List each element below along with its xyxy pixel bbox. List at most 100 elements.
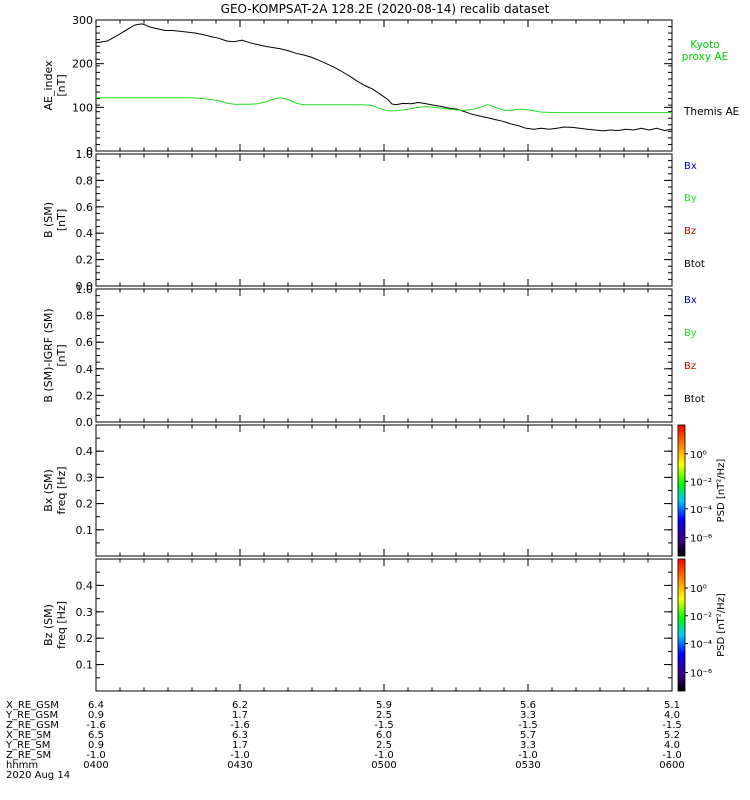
plot-frame bbox=[95, 558, 673, 692]
colorbar-label: PSD [nT²/Hz] bbox=[716, 459, 727, 523]
y-axis-label: [nT] bbox=[55, 74, 68, 96]
series-line-kyoto-proxy-ae bbox=[96, 97, 672, 114]
panel-4: 0.1 0.2 0.3 0.4 Bx (SM) freq [Hz] 10⁰ 10⁻² 10⁻⁴ 1… bbox=[42, 424, 727, 557]
y-axis-label: B (SM) bbox=[42, 202, 55, 238]
x-axis-cell: -1.0 bbox=[374, 750, 394, 761]
x-axis-cell: 0600 bbox=[659, 760, 684, 771]
y-axis-label: Bz (SM) bbox=[42, 604, 55, 646]
x-axis-cell: 0500 bbox=[371, 760, 396, 771]
colorbar-tick-label: 10⁻² bbox=[690, 477, 712, 488]
x-axis-cell: 5.2 bbox=[664, 730, 680, 741]
y-tick-label: 200 bbox=[72, 58, 93, 71]
y-tick-label: 0.3 bbox=[76, 471, 94, 484]
colorbar-tick-label: 10⁰ bbox=[690, 450, 707, 461]
y-tick-label: 0.3 bbox=[76, 606, 94, 619]
y-tick-label: 1.0 bbox=[76, 148, 94, 161]
legend-entry: proxy AE bbox=[682, 51, 728, 63]
x-axis-cell: 0430 bbox=[227, 760, 252, 771]
y-tick-label: 0.8 bbox=[76, 310, 94, 323]
y-tick-label: 0.4 bbox=[76, 227, 94, 240]
y-tick-label: 0 bbox=[86, 145, 93, 158]
x-axis-cell: 5.6 bbox=[520, 700, 536, 711]
x-axis-cell: 3.3 bbox=[520, 740, 536, 751]
x-axis-cell: 6.0 bbox=[376, 730, 392, 741]
legend-entry: Bx bbox=[684, 295, 697, 306]
x-axis-row-label: hhmm bbox=[6, 760, 38, 771]
x-axis-cell: 6.4 bbox=[88, 700, 104, 711]
y-tick-label: 100 bbox=[72, 101, 93, 114]
chart-title: GEO-KOMPSAT-2A 128.2E (2020-08-14) recal… bbox=[221, 2, 550, 16]
plot-frame bbox=[95, 153, 673, 287]
x-axis-cell: 5.9 bbox=[376, 700, 392, 711]
y-tick-label: 0.1 bbox=[76, 659, 94, 672]
x-axis-row-label: Z_RE_SM bbox=[6, 750, 51, 761]
legend-entry: Bx bbox=[684, 161, 697, 172]
y-tick-label: 300 bbox=[72, 14, 93, 27]
y-tick-label: 0.2 bbox=[76, 632, 94, 645]
x-axis-cell: 6.2 bbox=[232, 700, 248, 711]
y-tick-label: 0.2 bbox=[76, 254, 94, 267]
colorbar-tick-label: 10⁻⁶ bbox=[690, 669, 712, 680]
colorbar bbox=[677, 558, 686, 692]
legend-entry: Bz bbox=[684, 226, 696, 237]
y-axis-label: B (SM)-IGRF (SM) bbox=[42, 308, 55, 402]
y-tick-label: 0.8 bbox=[76, 174, 94, 187]
x-axis-row-label: X_RE_GSM bbox=[6, 700, 59, 711]
panel-5: 0.1 0.2 0.3 0.4 Bz (SM) freq [Hz] 10⁰ 10⁻² 10⁻⁴ 1… bbox=[42, 558, 727, 692]
colorbar bbox=[677, 424, 686, 557]
y-axis-label: Bx (SM) bbox=[42, 469, 55, 512]
panel-2: 0.0 0.2 0.4 0.6 0.8 1.0 B (SM) [nT] Bx By Bz Btot bbox=[42, 148, 705, 293]
y-tick-label: 0.4 bbox=[76, 445, 94, 458]
x-axis-row-label: Y_RE_SM bbox=[5, 740, 50, 751]
x-axis-cell: 0.9 bbox=[88, 710, 104, 721]
y-tick-label: 0.6 bbox=[76, 336, 94, 349]
y-tick-label: 1.0 bbox=[76, 283, 94, 296]
x-axis-cell: 6.5 bbox=[88, 730, 104, 741]
x-axis-cell: 4.0 bbox=[664, 740, 680, 751]
x-axis-cell: 0.9 bbox=[88, 740, 104, 751]
x-axis-cell: -1.6 bbox=[230, 720, 250, 731]
colorbar-tick-label: 10⁻⁶ bbox=[690, 534, 712, 545]
x-axis-cell: -1.0 bbox=[662, 750, 682, 761]
x-axis-cell: 6.3 bbox=[232, 730, 248, 741]
x-axis-cell: -1.0 bbox=[86, 750, 106, 761]
colorbar-tick-label: 10⁻² bbox=[690, 612, 712, 623]
y-axis-label: [nT] bbox=[55, 344, 68, 366]
y-tick-label: 0.0 bbox=[76, 416, 94, 429]
y-axis-label: [nT] bbox=[55, 209, 68, 231]
y-axis-label: freq [Hz] bbox=[55, 466, 68, 514]
x-axis-cell: 5.1 bbox=[664, 700, 680, 711]
legend-entry: Btot bbox=[684, 259, 705, 270]
x-axis-cell: 1.7 bbox=[232, 710, 248, 721]
x-axis-cell: -1.6 bbox=[86, 720, 106, 731]
y-axis-label: AE_index bbox=[42, 60, 55, 111]
x-axis-cell: -1.5 bbox=[374, 720, 394, 731]
legend-entry: Kyoto bbox=[690, 39, 719, 51]
x-axis-cell: 1.7 bbox=[232, 740, 248, 751]
series-line-themis-ae bbox=[95, 23, 673, 132]
legend-entry: Themis AE bbox=[683, 106, 739, 118]
legend-entry: Bz bbox=[684, 361, 696, 372]
x-axis-cell: -1.0 bbox=[518, 750, 538, 761]
x-axis-cell: 0530 bbox=[515, 760, 540, 771]
legend-entry: By bbox=[684, 328, 697, 339]
plot-frame bbox=[95, 19, 673, 152]
y-tick-label: 0.2 bbox=[76, 389, 94, 402]
x-axis-date-label: 2020 Aug 14 bbox=[6, 770, 70, 781]
x-axis-row-label: X_RE_SM bbox=[6, 730, 51, 741]
x-axis-cell: 0400 bbox=[83, 760, 108, 771]
y-tick-label: 0.6 bbox=[76, 201, 94, 214]
plot-frame bbox=[95, 288, 673, 423]
x-axis-table: X_RE_GSMY_RE_GSMZ_RE_GSMX_RE_SMY_RE_SMZ_… bbox=[5, 700, 685, 781]
y-tick-label: 0.2 bbox=[76, 498, 94, 511]
x-axis-cell: 5.7 bbox=[520, 730, 536, 741]
x-axis-cell: 2.5 bbox=[376, 740, 392, 751]
legend-entry: By bbox=[684, 193, 697, 204]
x-axis-cell: -1.0 bbox=[230, 750, 250, 761]
y-tick-label: 0.0 bbox=[76, 280, 94, 293]
y-axis-label: freq [Hz] bbox=[55, 601, 68, 649]
plot-frame bbox=[95, 424, 673, 557]
